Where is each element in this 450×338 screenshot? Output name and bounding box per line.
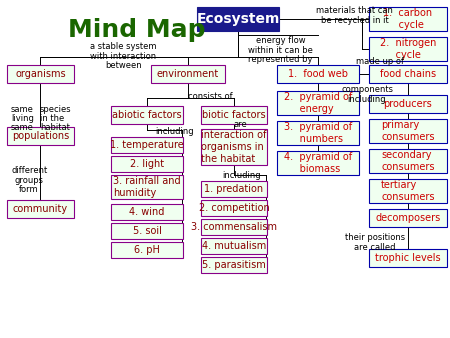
FancyBboxPatch shape (201, 181, 267, 197)
Text: biotic factors: biotic factors (202, 110, 266, 120)
Text: tertiary
consumers: tertiary consumers (381, 180, 435, 202)
Text: 5. parasitism: 5. parasitism (202, 260, 266, 270)
FancyBboxPatch shape (201, 129, 267, 165)
FancyBboxPatch shape (369, 7, 447, 31)
Text: decomposers: decomposers (375, 213, 441, 223)
Text: materials that can
be recycled in it: materials that can be recycled in it (316, 6, 393, 25)
FancyBboxPatch shape (369, 37, 447, 61)
Text: 3. commensalism: 3. commensalism (191, 222, 277, 232)
Text: abiotic factors: abiotic factors (112, 110, 182, 120)
Text: 2. competition: 2. competition (198, 203, 270, 213)
FancyBboxPatch shape (111, 204, 183, 220)
Text: different
groups
form: different groups form (11, 166, 47, 194)
Text: habitat: habitat (40, 123, 70, 132)
Text: populations: populations (12, 131, 69, 141)
Text: interaction of
organisms in
the habitat: interaction of organisms in the habitat (201, 130, 267, 164)
FancyBboxPatch shape (369, 209, 447, 227)
Text: 4. mutualism: 4. mutualism (202, 241, 266, 251)
Text: a stable system
with interaction
between: a stable system with interaction between (90, 42, 157, 70)
Text: species: species (40, 105, 72, 114)
FancyBboxPatch shape (7, 200, 74, 218)
Text: 4. wind: 4. wind (129, 207, 165, 217)
Text: energy flow
within it can be
represented by: energy flow within it can be represented… (248, 36, 313, 65)
Text: are: are (234, 120, 248, 129)
Text: primary
consumers: primary consumers (381, 120, 435, 142)
FancyBboxPatch shape (111, 156, 183, 172)
Text: living: living (11, 114, 34, 123)
FancyBboxPatch shape (369, 149, 447, 173)
FancyBboxPatch shape (111, 106, 183, 124)
Text: 2. light: 2. light (130, 159, 164, 169)
Text: 1.  carbon
     cycle: 1. carbon cycle (383, 8, 432, 30)
FancyBboxPatch shape (111, 175, 183, 199)
Text: made up of: made up of (356, 57, 404, 66)
Text: 5. soil: 5. soil (133, 226, 162, 236)
Text: Ecosystem: Ecosystem (196, 12, 280, 26)
FancyBboxPatch shape (7, 127, 74, 145)
FancyBboxPatch shape (111, 137, 183, 153)
FancyBboxPatch shape (369, 179, 447, 203)
Text: in the: in the (40, 114, 64, 123)
Text: 1. temperature: 1. temperature (110, 140, 184, 150)
Text: 6. pH: 6. pH (134, 245, 160, 255)
Text: food chains: food chains (380, 69, 436, 79)
FancyBboxPatch shape (7, 65, 74, 83)
Text: including: including (155, 127, 194, 136)
Text: secondary
consumers: secondary consumers (381, 150, 435, 172)
FancyBboxPatch shape (201, 106, 267, 124)
FancyBboxPatch shape (277, 121, 359, 145)
Text: environment: environment (157, 69, 219, 79)
FancyBboxPatch shape (369, 65, 447, 83)
Text: including: including (222, 171, 261, 180)
FancyBboxPatch shape (277, 65, 359, 83)
Text: trophic levels: trophic levels (375, 253, 441, 263)
Text: 3.  pyramid of
     numbers: 3. pyramid of numbers (284, 122, 352, 144)
Text: Mind Map: Mind Map (68, 18, 206, 42)
FancyBboxPatch shape (151, 65, 225, 83)
FancyBboxPatch shape (369, 249, 447, 267)
FancyBboxPatch shape (369, 95, 447, 113)
Text: community: community (13, 204, 68, 214)
FancyBboxPatch shape (201, 257, 267, 273)
FancyBboxPatch shape (201, 219, 267, 235)
FancyBboxPatch shape (111, 223, 183, 239)
FancyBboxPatch shape (277, 151, 359, 175)
FancyBboxPatch shape (277, 91, 359, 115)
Text: organisms: organisms (15, 69, 66, 79)
Text: producers: producers (383, 99, 432, 109)
FancyBboxPatch shape (197, 7, 279, 31)
Text: 2.  nitrogen
     cycle: 2. nitrogen cycle (380, 38, 436, 60)
Text: 1.  food web: 1. food web (288, 69, 348, 79)
Text: consists of: consists of (188, 92, 233, 101)
Text: 4.  pyramid of
     biomass: 4. pyramid of biomass (284, 152, 352, 174)
Text: components
including: components including (341, 85, 393, 104)
FancyBboxPatch shape (201, 238, 267, 254)
FancyBboxPatch shape (201, 200, 267, 216)
Text: 3. rainfall and
humidity: 3. rainfall and humidity (113, 176, 181, 198)
Text: 2.  pyramid of
     energy: 2. pyramid of energy (284, 92, 352, 114)
Text: their positions
are called: their positions are called (345, 233, 405, 252)
Text: same: same (11, 105, 34, 114)
FancyBboxPatch shape (369, 119, 447, 143)
FancyBboxPatch shape (111, 242, 183, 258)
Text: 1. predation: 1. predation (204, 184, 264, 194)
Text: same: same (11, 123, 34, 132)
